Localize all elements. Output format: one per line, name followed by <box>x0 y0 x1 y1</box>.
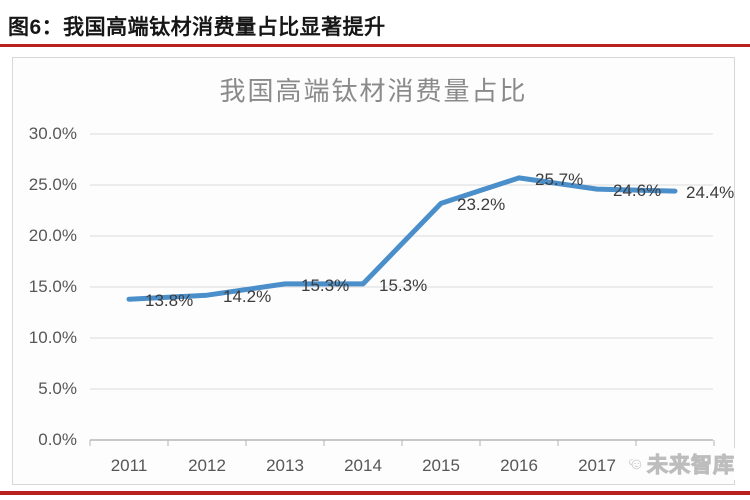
watermark-logo-icon <box>629 459 642 470</box>
top-red-divider <box>0 44 750 47</box>
y-tick-label: 15.0% <box>28 277 77 296</box>
watermark-text: 未来智库 <box>647 454 735 478</box>
watermark: 未来智库 <box>629 448 735 480</box>
y-tick-label: 5.0% <box>38 379 77 398</box>
bottom-red-divider <box>0 491 750 495</box>
data-point-label: 15.3% <box>379 275 428 295</box>
x-tick-label: 2015 <box>422 456 460 475</box>
y-tick-label: 30.0% <box>28 124 77 143</box>
y-tick-label: 20.0% <box>28 226 77 245</box>
data-point-label: 23.2% <box>457 195 506 215</box>
chart-container: 我国高端钛材消费量占比 30.0% 25.0% 20.0% 15.0% 10.0% 5.0… <box>12 57 735 485</box>
data-point-label: 13.8% <box>145 291 194 311</box>
y-tick-label: 25.0% <box>28 175 77 194</box>
x-tick-label: 2012 <box>188 456 226 475</box>
chart-title: 我国高端钛材消费量占比 <box>219 76 528 106</box>
x-tick-label: 2014 <box>344 456 382 475</box>
line-chart-plot <box>89 133 715 446</box>
data-point-label: 24.6% <box>613 181 662 201</box>
consumption-share-line <box>126 175 678 302</box>
x-tick-label: 2017 <box>578 456 616 475</box>
y-tick-label: 10.0% <box>28 328 77 347</box>
data-point-label: 14.2% <box>223 287 272 307</box>
figure-caption: 图6：我国高端钛材消费量占比显著提升 <box>8 16 386 39</box>
data-point-label: 24.4% <box>686 183 735 203</box>
data-point-label: 25.7% <box>535 169 584 189</box>
x-tick-label: 2016 <box>500 456 538 475</box>
x-tick-label: 2011 <box>110 456 148 475</box>
y-tick-label: 0.0% <box>38 430 77 449</box>
data-point-label: 15.3% <box>301 275 350 295</box>
x-tick-label: 2013 <box>266 456 304 475</box>
